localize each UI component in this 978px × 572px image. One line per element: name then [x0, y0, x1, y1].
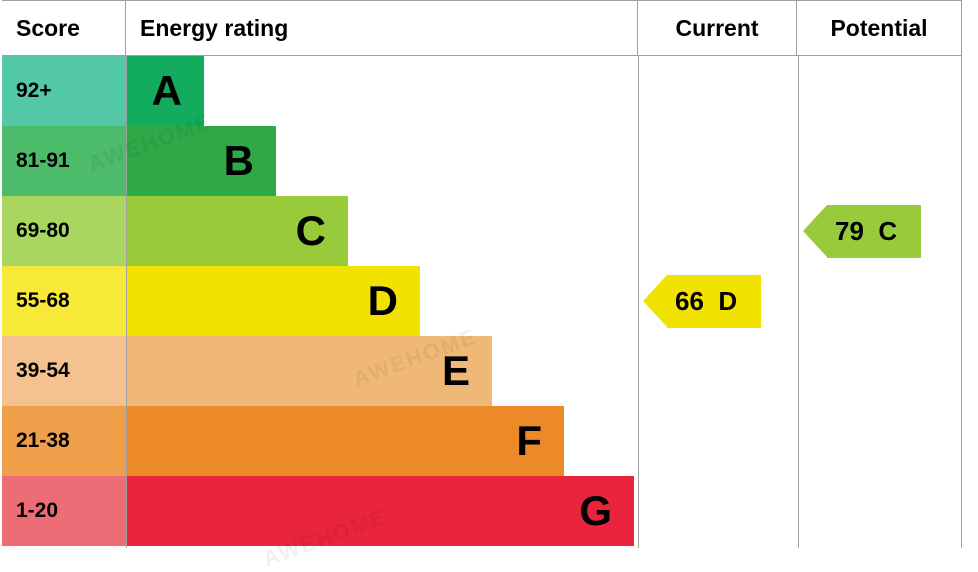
header-rating: Energy rating — [126, 1, 637, 55]
header-score: Score — [2, 1, 126, 55]
score-range: 39-54 — [2, 336, 126, 406]
rating-band-a: 92+A — [2, 56, 204, 126]
rating-bar: A — [126, 56, 204, 126]
rating-band-e: 39-54E — [2, 336, 492, 406]
current-marker: 66 D — [643, 275, 761, 328]
rating-bar: C — [126, 196, 348, 266]
potential-marker: 79 C — [803, 205, 921, 258]
rating-band-g: 1-20G — [2, 476, 634, 546]
divider-current-left — [638, 56, 639, 548]
energy-rating-chart: Score Energy rating Current Potential 92… — [2, 0, 962, 548]
rating-band-c: 69-80C — [2, 196, 348, 266]
score-range: 55-68 — [2, 266, 126, 336]
header-row: Score Energy rating Current Potential — [2, 1, 961, 56]
score-range: 1-20 — [2, 476, 126, 546]
rating-bands: 92+A81-91B69-80C55-68D39-54E21-38F1-20G — [2, 56, 961, 546]
potential-marker-label: 79 C — [827, 205, 921, 258]
rating-band-d: 55-68D — [2, 266, 420, 336]
arrow-tip-icon — [803, 205, 827, 257]
rating-bar: E — [126, 336, 492, 406]
rating-band-f: 21-38F — [2, 406, 564, 476]
rating-band-b: 81-91B — [2, 126, 276, 196]
header-potential: Potential — [797, 1, 961, 55]
score-range: 92+ — [2, 56, 126, 126]
divider-current-right — [798, 56, 799, 548]
score-range: 21-38 — [2, 406, 126, 476]
header-current: Current — [637, 1, 797, 55]
rating-bar: B — [126, 126, 276, 196]
divider-score — [126, 56, 127, 548]
rating-bar: F — [126, 406, 564, 476]
current-marker-label: 66 D — [667, 275, 761, 328]
rating-bar: G — [126, 476, 634, 546]
score-range: 69-80 — [2, 196, 126, 266]
arrow-tip-icon — [643, 275, 667, 327]
score-range: 81-91 — [2, 126, 126, 196]
rating-bar: D — [126, 266, 420, 336]
